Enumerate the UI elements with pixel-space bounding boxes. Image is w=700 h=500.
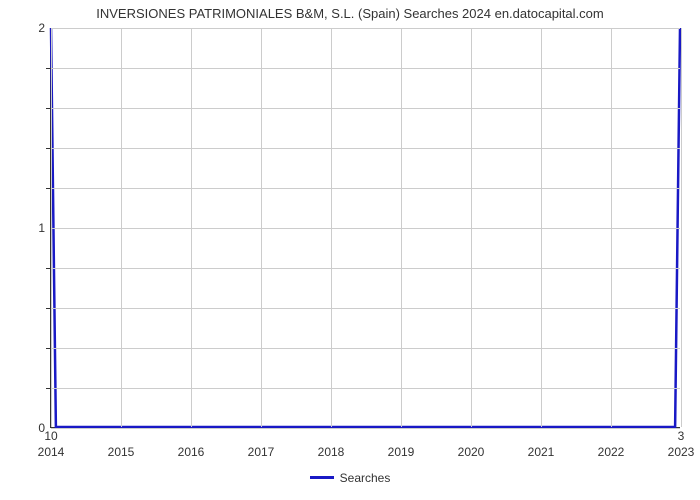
- y-minor-tick: [46, 388, 51, 389]
- x-tick-label: 2017: [248, 445, 275, 459]
- y-minor-tick: [46, 68, 51, 69]
- y-tick-label: 0: [38, 421, 45, 435]
- below-axis-label: 3: [678, 429, 685, 443]
- y-minor-tick: [46, 188, 51, 189]
- x-tick-label: 2018: [318, 445, 345, 459]
- grid-line-horizontal: [51, 68, 680, 69]
- grid-line-horizontal: [51, 388, 680, 389]
- x-tick-label: 2015: [108, 445, 135, 459]
- x-tick-label: 2019: [388, 445, 415, 459]
- y-minor-tick: [46, 348, 51, 349]
- chart-container: INVERSIONES PATRIMONIALES B&M, S.L. (Spa…: [0, 0, 700, 500]
- x-tick-label: 2016: [178, 445, 205, 459]
- grid-line-horizontal: [51, 228, 680, 229]
- grid-line-horizontal: [51, 108, 680, 109]
- x-tick-label: 2021: [528, 445, 555, 459]
- x-tick-label: 2014: [38, 445, 65, 459]
- grid-line-horizontal: [51, 268, 680, 269]
- plot-area: 2014201520162017201820192020202120222023…: [50, 28, 680, 428]
- grid-line-horizontal: [51, 428, 680, 429]
- legend-swatch: [310, 476, 334, 479]
- legend: Searches: [0, 470, 700, 485]
- y-minor-tick: [46, 108, 51, 109]
- x-tick-label: 2020: [458, 445, 485, 459]
- chart-title: INVERSIONES PATRIMONIALES B&M, S.L. (Spa…: [0, 6, 700, 21]
- grid-line-horizontal: [51, 148, 680, 149]
- grid-line-horizontal: [51, 28, 680, 29]
- grid-line-horizontal: [51, 348, 680, 349]
- y-tick-label: 2: [38, 21, 45, 35]
- legend-label: Searches: [340, 471, 391, 485]
- below-axis-label: 10: [44, 429, 57, 443]
- y-tick-label: 1: [38, 221, 45, 235]
- grid-line-horizontal: [51, 188, 680, 189]
- x-tick-label: 2023: [668, 445, 695, 459]
- y-minor-tick: [46, 148, 51, 149]
- grid-line-vertical: [681, 28, 682, 427]
- y-minor-tick: [46, 308, 51, 309]
- y-minor-tick: [46, 268, 51, 269]
- x-tick-label: 2022: [598, 445, 625, 459]
- grid-line-horizontal: [51, 308, 680, 309]
